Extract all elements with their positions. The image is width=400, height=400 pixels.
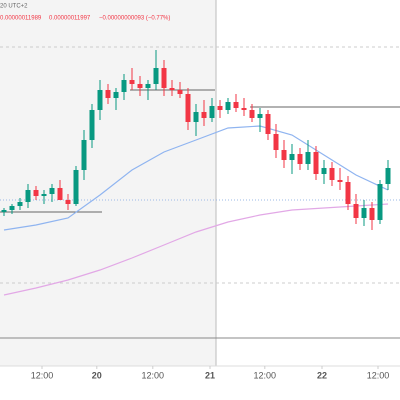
- candle-body: [233, 102, 239, 108]
- candle-body: [113, 92, 119, 98]
- session-shade: [0, 0, 216, 366]
- x-tick-label: 12:00: [142, 370, 165, 380]
- candle-body: [369, 208, 375, 220]
- moving-average: [3, 125, 389, 231]
- header-change: −0.00000000093 (−0.77%): [99, 16, 170, 22]
- candle-body: [377, 184, 383, 220]
- candle-body: [257, 114, 263, 118]
- candle-body: [185, 94, 191, 122]
- candle-body: [169, 88, 175, 90]
- candle-body: [25, 190, 31, 202]
- candle-body: [137, 84, 143, 88]
- candle-body: [217, 106, 223, 110]
- x-tick-label: 22: [317, 370, 327, 380]
- candle-body: [65, 200, 71, 204]
- candle-body: [201, 112, 207, 118]
- candle-body: [73, 170, 79, 204]
- candle-body: [329, 168, 335, 180]
- candle-body: [145, 84, 151, 88]
- candle-body: [17, 202, 23, 206]
- candle-body: [249, 110, 255, 118]
- candle-body: [161, 68, 167, 88]
- candle-body: [289, 154, 295, 160]
- candle-body: [193, 112, 199, 122]
- x-tick-label: 12:00: [254, 370, 277, 380]
- candle-body: [265, 114, 271, 134]
- candle-body: [97, 90, 103, 110]
- candle-body: [33, 190, 39, 196]
- x-tick-label: 21: [205, 370, 215, 380]
- candle-body: [49, 188, 55, 194]
- candle-body: [129, 80, 135, 84]
- candle-body: [121, 80, 127, 92]
- candle-body: [209, 106, 215, 118]
- header-low: 0.00000011997: [49, 16, 91, 22]
- candle-body: [105, 90, 111, 98]
- candle-body: [345, 182, 351, 204]
- x-tick-label: 12:00: [31, 370, 54, 380]
- header-high: 0.00000011989: [0, 16, 42, 22]
- header-timezone: 20 UTC+2: [0, 4, 28, 10]
- candle-body: [9, 206, 15, 210]
- candle-body: [385, 168, 391, 184]
- candle-body: [313, 152, 319, 174]
- candle-body: [353, 204, 359, 218]
- moving-average: [3, 203, 389, 296]
- candle-body: [41, 194, 47, 196]
- candle-body: [297, 154, 303, 164]
- candle-body: [89, 110, 95, 140]
- candle-body: [273, 134, 279, 150]
- candle-body: [57, 188, 63, 200]
- candle-body: [81, 140, 87, 170]
- candle-body: [1, 210, 7, 212]
- candle-body: [177, 90, 183, 94]
- candle-body: [225, 102, 231, 110]
- candle-body: [321, 168, 327, 174]
- x-tick-label: 20: [92, 370, 102, 380]
- candle-body: [153, 68, 159, 84]
- candle-body: [337, 180, 343, 182]
- candle-body: [241, 108, 247, 110]
- candle-body: [281, 150, 287, 160]
- candle-body: [361, 208, 367, 218]
- candle-body: [305, 152, 311, 164]
- x-tick-label: 12:00: [367, 370, 390, 380]
